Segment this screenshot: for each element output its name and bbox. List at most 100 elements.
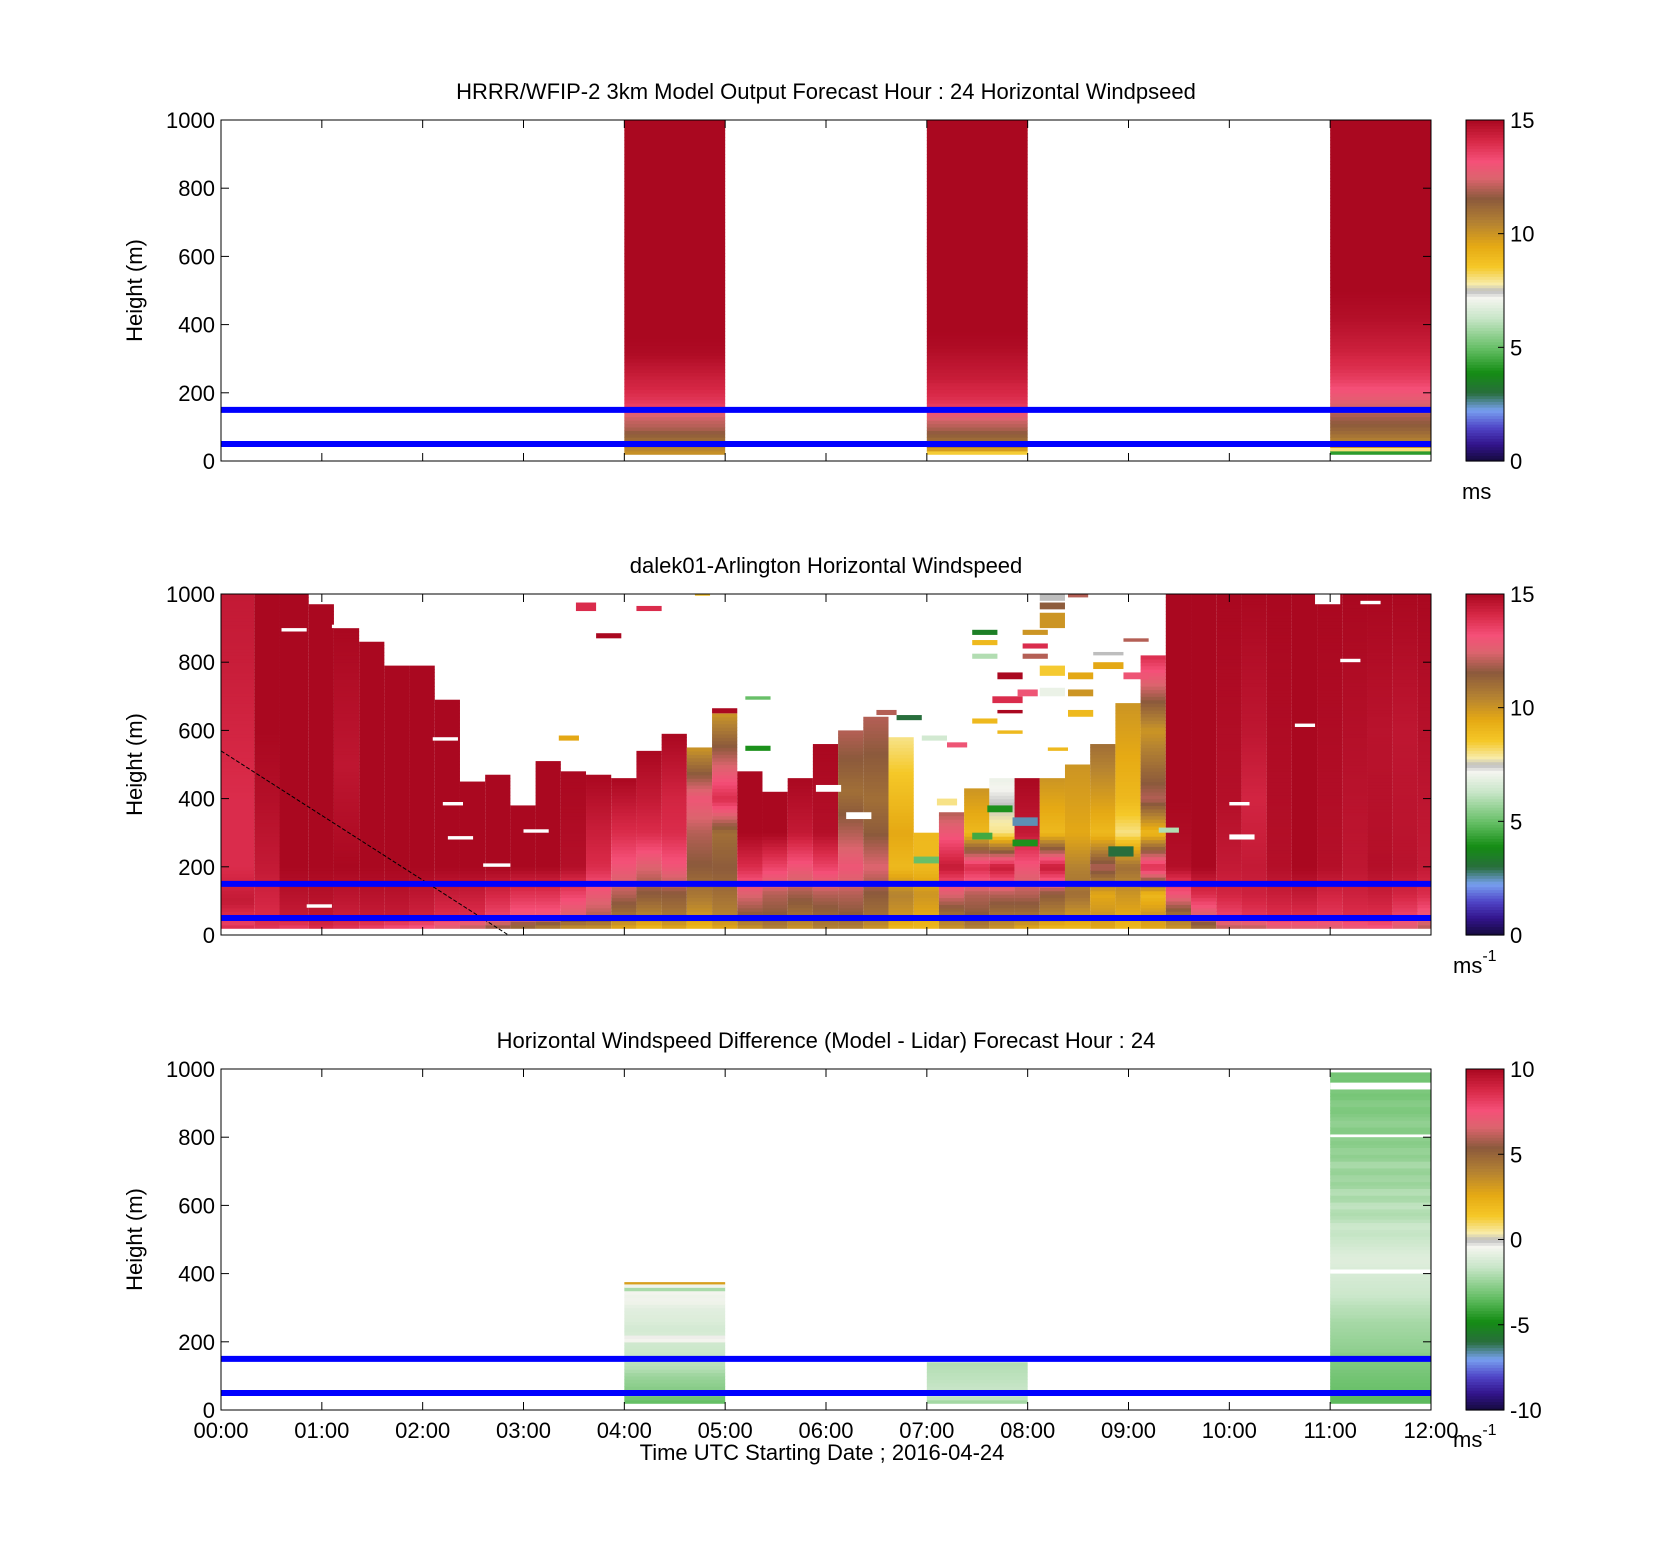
heatmap-cell xyxy=(1367,641,1393,646)
heatmap-cell xyxy=(661,819,687,824)
colorbar-segment xyxy=(1466,1094,1504,1099)
heatmap-cell xyxy=(1241,784,1267,789)
heatmap-cell xyxy=(686,897,713,902)
heatmap-cell xyxy=(1367,791,1393,796)
heatmap-cell xyxy=(1115,907,1141,912)
heatmap-cell xyxy=(624,365,726,370)
heatmap-cell xyxy=(434,836,460,841)
colorbar-segment xyxy=(1466,1137,1504,1141)
heatmap-cell xyxy=(434,740,460,745)
heatmap-cell xyxy=(611,842,637,847)
heatmap-cell xyxy=(863,733,889,738)
heatmap-cell xyxy=(1241,594,1267,599)
heatmap-cell xyxy=(624,171,726,176)
heatmap-cell xyxy=(1068,672,1094,680)
heatmap-cell xyxy=(459,795,486,800)
heatmap-cell xyxy=(279,897,309,902)
heatmap-cell xyxy=(938,897,965,902)
heatmap-cell xyxy=(485,839,511,844)
heatmap-cell xyxy=(221,819,255,824)
heatmap-cell xyxy=(863,863,889,868)
heatmap-cell xyxy=(1417,842,1431,847)
heatmap-cell xyxy=(1317,689,1343,694)
heatmap-cell xyxy=(279,655,309,660)
heatmap-cell xyxy=(964,921,990,926)
heatmap-cell xyxy=(712,795,738,800)
heatmap-cell xyxy=(888,819,914,824)
heatmap-cell xyxy=(888,754,914,759)
colorbar-segment xyxy=(1466,1270,1504,1275)
heatmap-cell xyxy=(737,829,763,834)
heatmap-cell xyxy=(1291,594,1318,599)
heatmap-cell xyxy=(434,795,460,800)
heatmap-cell xyxy=(485,870,511,875)
heatmap-cell xyxy=(1266,853,1292,858)
heatmap-cell xyxy=(888,808,914,813)
heatmap-cell xyxy=(787,849,813,854)
heatmap-cell xyxy=(1367,832,1393,837)
colorbar-segment xyxy=(1466,1205,1504,1209)
heatmap-cell xyxy=(586,808,612,813)
heatmap-cell xyxy=(812,771,839,776)
heatmap-cell xyxy=(221,662,255,667)
heatmap-cell xyxy=(1191,686,1217,691)
heatmap-cell xyxy=(1342,859,1368,864)
heatmap-cell xyxy=(926,205,1028,210)
heatmap-cell xyxy=(712,921,738,926)
heatmap-cell xyxy=(1216,754,1242,759)
heatmap-cell xyxy=(434,713,460,718)
colorbar-segment xyxy=(1466,696,1504,700)
heatmap-cell xyxy=(1241,744,1267,749)
heatmap-cell xyxy=(762,859,788,864)
heatmap-cell xyxy=(787,829,813,834)
heatmap-cell xyxy=(661,853,687,858)
heatmap-cell xyxy=(1417,682,1431,687)
heatmap-cell xyxy=(510,829,536,834)
heatmap-cell xyxy=(636,795,662,800)
colorbar-segment xyxy=(1466,710,1504,714)
heatmap-cell xyxy=(1367,744,1393,749)
heatmap-cell xyxy=(1241,651,1267,656)
colorbar-segment xyxy=(1466,639,1504,643)
heatmap-cell xyxy=(409,723,435,728)
heatmap-cell xyxy=(1291,859,1318,864)
heatmap-cell xyxy=(1216,819,1242,824)
heatmap-cell xyxy=(1014,788,1040,793)
heatmap-cell xyxy=(1216,706,1242,711)
colorbar-segment xyxy=(1466,883,1504,888)
heatmap-cell xyxy=(359,788,385,793)
heatmap-cell xyxy=(254,812,280,817)
heatmap-cell xyxy=(1140,686,1166,691)
heatmap-cell xyxy=(1165,651,1192,656)
heatmap-cell xyxy=(1266,873,1292,878)
heatmap-cell xyxy=(661,805,687,810)
colorbar-segment xyxy=(1466,279,1504,283)
heatmap-cell xyxy=(1191,682,1217,687)
y-tick-label: 1000 xyxy=(166,1057,215,1082)
heatmap-cell xyxy=(254,873,280,878)
heatmap-cell xyxy=(636,812,662,817)
heatmap-cell xyxy=(1191,863,1217,868)
colorbar-segment xyxy=(1466,1100,1504,1104)
heatmap-cell xyxy=(1317,747,1343,752)
heatmap-cell xyxy=(1165,645,1192,650)
heatmap-cell xyxy=(308,863,334,868)
heatmap-cell xyxy=(762,900,788,905)
heatmap-cell xyxy=(1330,1201,1431,1206)
heatmap-cell xyxy=(1266,795,1292,800)
heatmap-cell xyxy=(560,890,587,895)
heatmap-cell xyxy=(812,805,839,810)
colorbar-segment xyxy=(1466,809,1504,814)
heatmap-cell xyxy=(686,907,713,912)
heatmap-cell xyxy=(1191,638,1217,643)
colorbar-segment xyxy=(1466,296,1504,300)
heatmap-cell xyxy=(1191,634,1217,639)
heatmap-cell xyxy=(384,900,410,905)
heatmap-cell xyxy=(888,744,914,749)
heatmap-cell xyxy=(636,897,662,902)
heatmap-cell xyxy=(1266,767,1292,772)
heatmap-cell xyxy=(989,832,1015,837)
colorbar-frame xyxy=(1465,119,1505,462)
heatmap-cell xyxy=(1241,614,1267,619)
